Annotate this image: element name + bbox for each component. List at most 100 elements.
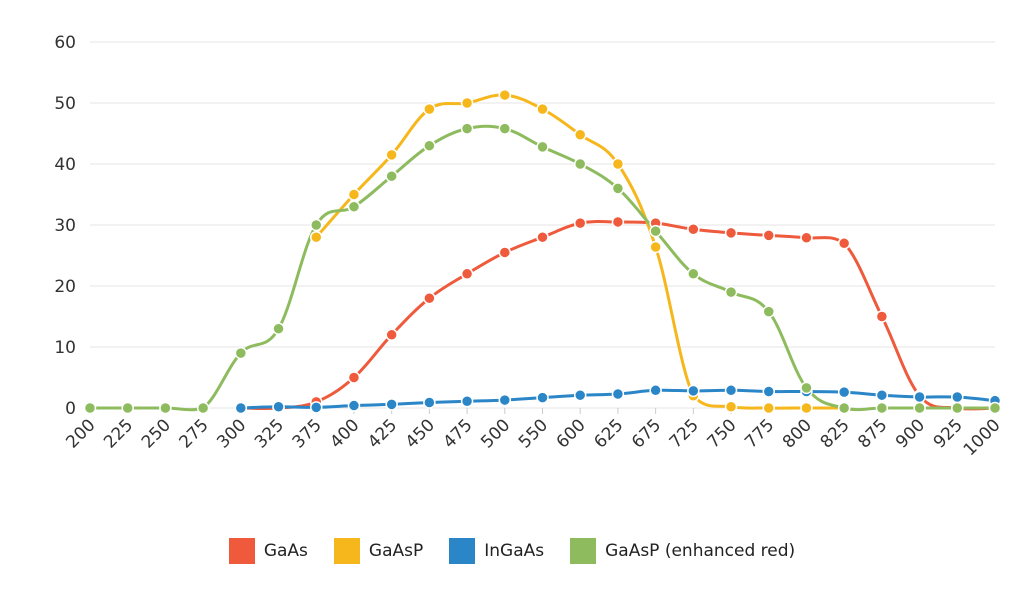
data-point-gaasp-enhanced-red[interactable]	[310, 218, 323, 232]
data-point-gaasp-enhanced-red[interactable]	[83, 401, 97, 415]
data-point-gaasp-enhanced-red[interactable]	[951, 401, 964, 415]
data-point-gaasp-enhanced-red[interactable]	[611, 182, 625, 195]
data-point-gaasp-enhanced-red[interactable]	[347, 200, 361, 213]
data-point-ingaas[interactable]	[837, 385, 851, 399]
x-tick-label: 500	[477, 415, 514, 452]
data-point-gaas[interactable]	[385, 328, 398, 342]
data-point-gaasp-enhanced-red[interactable]	[573, 157, 587, 171]
data-point-ingaas[interactable]	[913, 390, 926, 404]
x-tick-label: 225	[100, 415, 137, 452]
data-point-ingaas[interactable]	[724, 384, 738, 397]
data-point-gaasp-enhanced-red[interactable]	[875, 401, 889, 415]
data-point-gaasp[interactable]	[460, 96, 474, 110]
x-tick-label: 200	[62, 415, 99, 452]
data-point-gaas[interactable]	[875, 310, 889, 323]
data-point-gaasp-enhanced-red[interactable]	[988, 401, 1002, 415]
data-point-gaas[interactable]	[837, 237, 851, 250]
data-point-gaasp-enhanced-red[interactable]	[724, 285, 738, 299]
data-point-ingaas[interactable]	[951, 390, 964, 404]
data-point-gaas[interactable]	[800, 231, 813, 245]
data-point-gaas[interactable]	[498, 246, 512, 259]
data-point-gaasp-enhanced-red[interactable]	[800, 381, 813, 395]
data-point-gaasp-enhanced-red[interactable]	[423, 139, 436, 152]
x-tick-label: 825	[817, 415, 854, 452]
data-point-gaasp[interactable]	[385, 148, 398, 162]
data-point-ingaas[interactable]	[347, 399, 361, 412]
data-point-gaasp[interactable]	[310, 230, 323, 244]
data-point-ingaas[interactable]	[498, 393, 512, 407]
data-point-gaasp-enhanced-red[interactable]	[762, 305, 775, 318]
legend-label: GaAsP	[368, 541, 424, 561]
x-tick-label: 300	[213, 415, 250, 452]
data-point-gaas[interactable]	[347, 371, 361, 384]
legend-label: InGaAs	[484, 541, 545, 561]
line-chart: 0 10 20 30 40 50 60 200 225 250 275 300 325 375 400 42…	[54, 33, 1004, 460]
x-tick-label: 800	[779, 415, 816, 452]
data-point-gaasp-enhanced-red[interactable]	[385, 169, 398, 183]
series-line-gaasp	[314, 93, 846, 410]
x-tick-label: 450	[402, 415, 439, 452]
data-point-gaasp[interactable]	[536, 102, 549, 116]
data-point-gaas[interactable]	[762, 229, 775, 242]
series-points	[83, 88, 1002, 415]
x-tick-label: 400	[326, 415, 363, 452]
data-point-gaasp-enhanced-red[interactable]	[234, 346, 248, 360]
data-point-gaasp-enhanced-red[interactable]	[687, 267, 700, 281]
legend-item-gaas[interactable]: GaAs	[228, 538, 308, 564]
x-tick-label: 275	[176, 415, 213, 452]
data-point-gaasp[interactable]	[573, 128, 587, 141]
data-point-ingaas[interactable]	[762, 385, 775, 398]
data-point-ingaas[interactable]	[460, 395, 474, 408]
data-point-ingaas[interactable]	[536, 391, 549, 404]
data-point-gaas[interactable]	[724, 226, 738, 240]
y-tick-label: 50	[54, 94, 76, 114]
data-point-gaasp[interactable]	[762, 401, 775, 415]
data-point-gaasp[interactable]	[649, 240, 662, 254]
legend-item-ingaas[interactable]: InGaAs	[449, 538, 544, 564]
data-point-ingaas[interactable]	[875, 388, 889, 402]
data-point-gaas[interactable]	[611, 215, 625, 229]
data-point-ingaas[interactable]	[272, 400, 285, 414]
data-point-gaas[interactable]	[423, 291, 436, 305]
legend-swatch	[449, 538, 476, 564]
x-tick-label: 475	[440, 415, 477, 452]
data-point-gaasp[interactable]	[724, 400, 738, 414]
data-point-gaasp-enhanced-red[interactable]	[121, 401, 134, 415]
data-point-ingaas[interactable]	[573, 388, 587, 402]
legend-item-gaasp[interactable]: GaAsP	[333, 538, 424, 564]
data-point-gaasp[interactable]	[498, 88, 512, 102]
data-point-gaas[interactable]	[687, 223, 700, 236]
data-point-gaasp-enhanced-red[interactable]	[837, 401, 851, 415]
x-tick-label: 250	[138, 415, 175, 452]
data-point-gaasp-enhanced-red[interactable]	[913, 401, 926, 415]
data-point-gaasp-enhanced-red[interactable]	[536, 140, 549, 154]
x-tick-label: 875	[854, 415, 891, 452]
legend-item-gaasp-enhanced-red[interactable]: GaAsP (enhanced red)	[570, 538, 795, 564]
data-point-gaasp[interactable]	[800, 401, 813, 415]
x-tick-label: 750	[703, 415, 740, 452]
data-point-gaasp-enhanced-red[interactable]	[498, 122, 512, 135]
data-point-gaas[interactable]	[460, 267, 474, 281]
data-point-gaasp[interactable]	[611, 157, 625, 171]
data-point-gaasp-enhanced-red[interactable]	[159, 401, 172, 415]
data-point-gaasp[interactable]	[423, 102, 436, 116]
x-tick-label: 675	[628, 415, 665, 452]
x-tick-label: 600	[553, 415, 590, 452]
data-point-ingaas[interactable]	[310, 401, 323, 414]
data-point-gaas[interactable]	[536, 230, 549, 244]
data-point-ingaas[interactable]	[385, 398, 398, 411]
data-point-gaasp-enhanced-red[interactable]	[460, 122, 474, 135]
x-tick-label: 325	[251, 415, 288, 452]
data-point-ingaas[interactable]	[611, 387, 625, 401]
y-tick-label: 30	[54, 216, 76, 236]
data-point-ingaas[interactable]	[687, 384, 700, 398]
data-point-ingaas[interactable]	[423, 396, 436, 409]
data-point-gaas[interactable]	[573, 216, 587, 230]
data-point-gaasp-enhanced-red[interactable]	[649, 224, 662, 238]
data-point-ingaas[interactable]	[234, 401, 248, 415]
data-point-ingaas[interactable]	[649, 384, 662, 397]
data-point-gaasp[interactable]	[347, 188, 361, 201]
data-point-gaasp-enhanced-red[interactable]	[196, 401, 210, 415]
data-point-gaasp-enhanced-red[interactable]	[272, 322, 285, 335]
x-tick-label: 550	[515, 415, 552, 452]
